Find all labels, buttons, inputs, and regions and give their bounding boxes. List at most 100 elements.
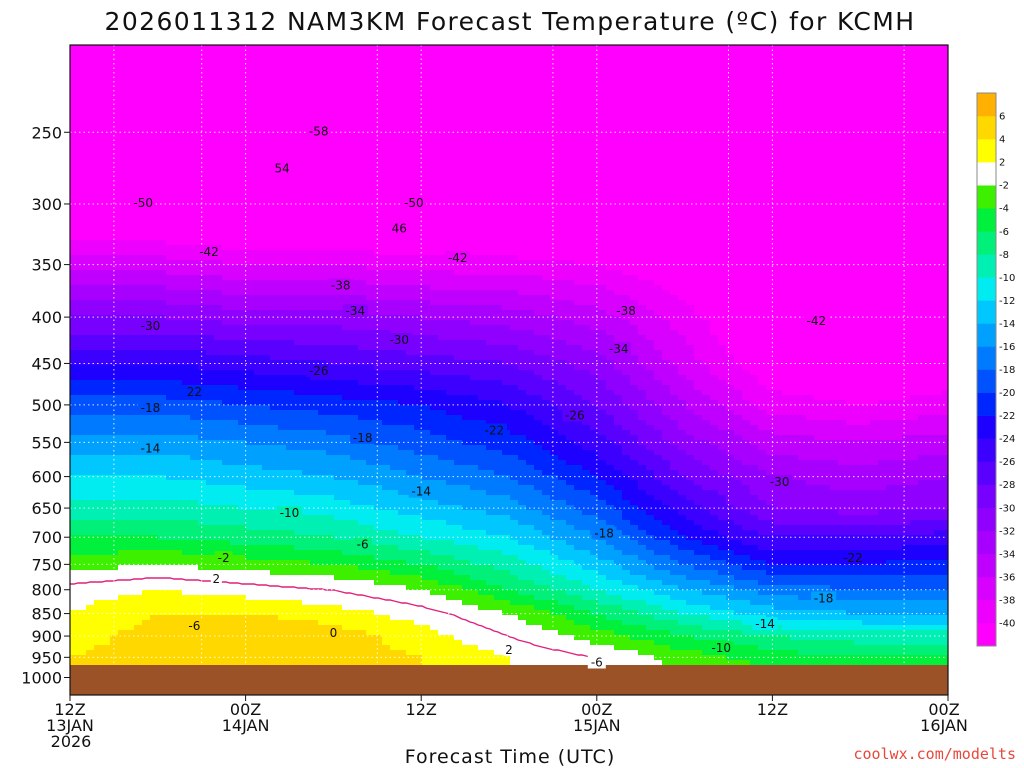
contour-label-bg	[130, 195, 156, 209]
contour-label: -14	[755, 617, 775, 631]
contour-label-bg	[803, 314, 829, 328]
contour-label: -42	[806, 314, 826, 328]
x-tick-label: 12Z	[406, 700, 437, 719]
colorbar-tick-label: -18	[999, 365, 1015, 376]
contour-label: -18	[353, 431, 373, 445]
colorbar-tick-label: -36	[999, 572, 1015, 583]
colorbar-segment	[977, 254, 996, 278]
x-axis-label: Forecast Time (UTC)	[405, 746, 615, 768]
colorbar-segment	[977, 323, 996, 347]
contour-label-bg	[350, 430, 376, 444]
y-tick-label: 950	[31, 648, 62, 667]
colorbar-tick-label: -28	[999, 480, 1015, 491]
x-tick-label: 00Z	[928, 700, 959, 719]
colorbar-tick-label: -12	[999, 296, 1015, 307]
colorbar-segment	[977, 300, 996, 324]
plot-frame	[69, 44, 949, 696]
colorbar-tick-label: 6	[999, 112, 1005, 123]
contour-label-bg	[273, 161, 292, 175]
x-tick-label: 15JAN	[573, 716, 621, 735]
contour-label: -30	[770, 475, 790, 489]
contour-label-bg	[767, 475, 793, 489]
contour-label: -18	[814, 591, 834, 605]
colorbar-segment	[977, 438, 996, 462]
contour-label-bg	[503, 643, 515, 657]
contour-label: -6	[188, 619, 200, 633]
colorbar-segment	[977, 185, 996, 209]
contour-label-bg	[390, 221, 409, 235]
contour-label: -22	[843, 551, 863, 565]
contour-label-bg	[353, 537, 372, 551]
ground-surface	[70, 665, 948, 695]
colorbar-segment	[977, 369, 996, 393]
y-tick-label: 1000	[21, 669, 62, 688]
contour-label-bg	[840, 551, 866, 565]
contour-label: -50	[404, 196, 424, 210]
contour-label-bg	[562, 408, 588, 422]
colorbar-segment	[977, 553, 996, 578]
x-tick-label: 16JAN	[920, 716, 968, 735]
colorbar-segment	[977, 231, 996, 255]
contour-label-bg	[196, 245, 222, 259]
colorbar-tick-label: -30	[999, 503, 1015, 514]
credit-link[interactable]: coolwx.com/modelts	[853, 745, 1016, 763]
colorbar: -40-38-36-34-32-30-28-26-24-22-20-18-16-…	[976, 92, 1015, 647]
colorbar-tick-label: -4	[999, 204, 1009, 215]
y-tick-label: 800	[31, 581, 62, 600]
contour-label: -22	[485, 423, 505, 437]
contour-label: -26	[565, 409, 585, 423]
colorbar-segment	[977, 461, 996, 486]
contour-label: -18	[594, 526, 614, 540]
colorbar-segment	[977, 576, 996, 601]
contour-label: -42	[448, 251, 468, 265]
contour-label-bg	[591, 526, 617, 540]
y-tick-label: 350	[31, 256, 62, 275]
colorbar-tick-label: -32	[999, 526, 1015, 537]
y-tick-label: 900	[31, 627, 62, 646]
colorbar-tick-label: -10	[999, 273, 1015, 284]
colorbar-segment	[977, 530, 996, 555]
contour-label: -34	[609, 342, 629, 356]
contour-label-bg	[185, 384, 204, 398]
contour-label-bg	[306, 124, 332, 138]
y-axis: 250 300 350 400 450 500 550 600 650 700 750 800 850 9…	[21, 123, 70, 688]
contour-label-bg	[137, 318, 163, 332]
contour-label: -30	[141, 319, 161, 333]
contour-label-bg	[408, 484, 434, 498]
x-tick-label: 12Z	[54, 700, 85, 719]
colorbar-segment	[977, 392, 996, 416]
colorbar-tick-label: -6	[999, 227, 1009, 238]
contour-label: -42	[199, 245, 219, 259]
colorbar-segment	[977, 208, 996, 232]
colorbar-tick-label: -2	[999, 181, 1009, 192]
y-tick-label: 300	[31, 195, 62, 214]
contour-label: -14	[411, 485, 431, 499]
contour-label: 2	[505, 643, 513, 657]
contour-label-bg	[606, 342, 632, 356]
x-tick-label: 2026	[51, 732, 92, 751]
contour-label: -58	[309, 124, 329, 138]
colorbar-tick-label: -40	[999, 618, 1015, 629]
contour-label: -6	[591, 655, 603, 669]
y-tick-label: 400	[31, 308, 62, 327]
y-tick-label: 700	[31, 528, 62, 547]
colorbar-tick-label: -16	[999, 342, 1015, 353]
colorbar-segment	[977, 162, 996, 186]
contour-label: -26	[309, 364, 329, 378]
contour-label: -38	[616, 304, 636, 318]
colorbar-segment	[977, 277, 996, 301]
colorbar-tick-label: -8	[999, 250, 1009, 261]
contour-label-bg	[613, 304, 639, 318]
contour-label-bg	[277, 506, 302, 520]
colorbar-tick-label: -34	[999, 549, 1015, 560]
contour-label: 0	[330, 626, 338, 640]
contour-label: -6	[357, 538, 369, 552]
colorbar-frame	[976, 92, 997, 647]
colorbar-segment	[977, 599, 996, 624]
contour-labels: -58 54 -50 -50 46 -42 -42 -38 -34 -30 -30 -38 -34 -26…	[130, 124, 866, 669]
contour-label-bg	[306, 364, 332, 378]
chart-title: 2026011312 NAM3KM Forecast Temperature (…	[105, 7, 916, 36]
contour-label: -18	[141, 401, 161, 415]
